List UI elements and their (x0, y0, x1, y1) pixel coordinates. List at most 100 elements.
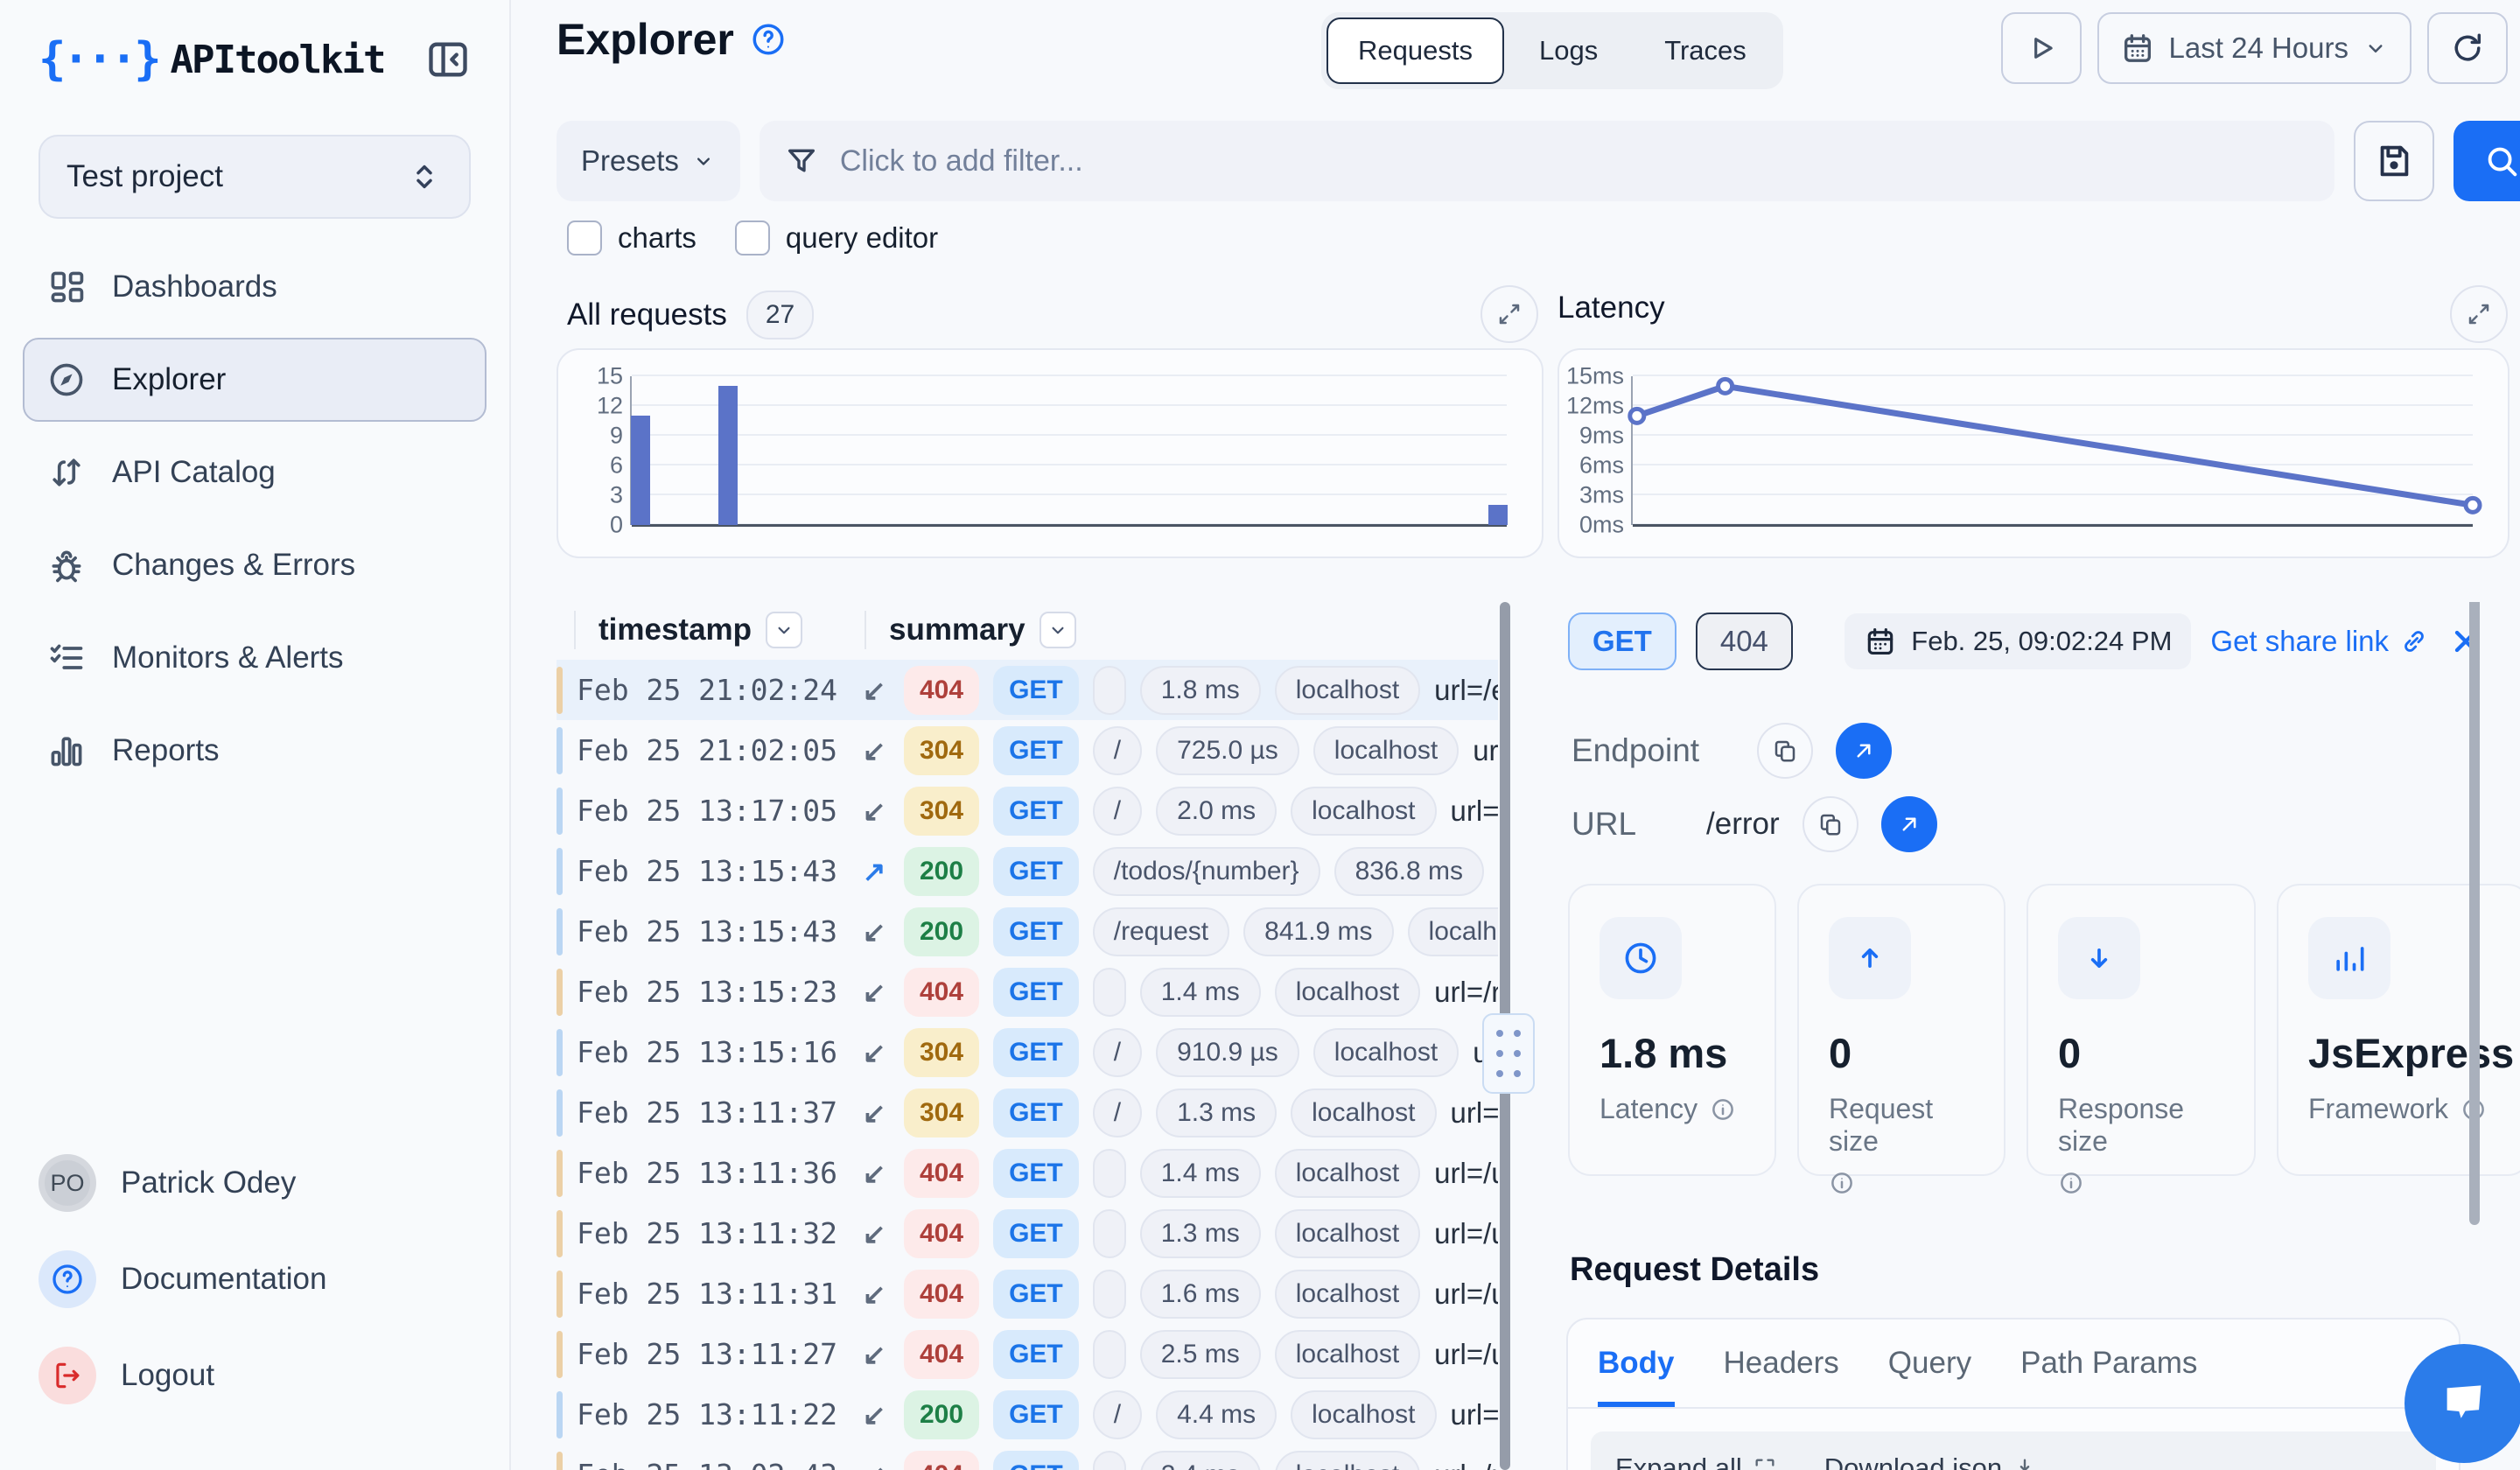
checkbox-query-editor[interactable]: query editor (734, 220, 938, 256)
open-endpoint-button[interactable] (1836, 723, 1892, 779)
detail-tab-headers[interactable]: Headers (1723, 1346, 1839, 1380)
row-accent (556, 1209, 563, 1257)
chevron-up-down-icon (406, 158, 443, 195)
endpoint-row: Endpoint (1572, 723, 1892, 779)
method-badge: GET (993, 1390, 1079, 1439)
collapse-sidebar-icon[interactable] (425, 37, 471, 82)
detail-panel-scrollbar[interactable] (2469, 602, 2480, 1225)
gridline (1633, 434, 2473, 436)
table-row[interactable]: Feb 25 13:15:23 ↙ 404 GET 1.4 ms localhost… (556, 962, 1498, 1022)
table-row[interactable]: Feb 25 13:11:31 ↙ 404 GET 1.6 ms localhost… (556, 1264, 1498, 1324)
table-row[interactable]: Feb 25 13:11:32 ↙ 404 GET 1.3 ms localhost… (556, 1203, 1498, 1264)
latency-expand-icon[interactable] (2450, 285, 2508, 343)
run-query-button[interactable] (2000, 12, 2082, 84)
get-share-link[interactable]: Get share link (2210, 625, 2429, 658)
host-pill: localhost (1291, 1088, 1437, 1138)
bar (631, 416, 650, 525)
detail-tab-body[interactable]: Body (1598, 1346, 1675, 1407)
logout-icon (51, 1359, 84, 1392)
request-details-title: Request Details (1570, 1251, 1820, 1288)
table-row[interactable]: Feb 25 13:15:43 ↙ 200 GET/request 841.9 m… (556, 901, 1498, 962)
gridline (1633, 464, 2473, 466)
row-accent (556, 666, 563, 714)
detail-tab-query[interactable]: Query (1887, 1346, 1972, 1380)
open-url-button[interactable] (1880, 796, 1937, 852)
api-catalog-swap-icon (47, 453, 86, 492)
action-download-json[interactable]: Download json (1824, 1452, 2037, 1470)
incoming-arrow-icon: ↙ (862, 734, 886, 766)
table-row[interactable]: Feb 25 13:11:37 ↙ 304 GET / 1.3 ms localhos… (556, 1082, 1498, 1143)
copy-endpoint-button[interactable] (1757, 723, 1813, 779)
endpoint-pill (1092, 1269, 1126, 1319)
sidebar-item-changes-errors[interactable]: Changes & Errors (23, 523, 486, 607)
status-badge: 304 (904, 725, 980, 775)
checkbox-box[interactable] (567, 220, 602, 256)
tab-requests[interactable]: Requests (1326, 18, 1504, 84)
row-timestamp: Feb 25 13:17:05 (577, 794, 838, 828)
sidebar-item-patrick-odey[interactable]: PO Patrick Odey (23, 1141, 486, 1225)
gridline (632, 434, 1507, 436)
timestamp-column-menu[interactable] (766, 612, 803, 648)
table-row[interactable]: Feb 25 13:15:43 ↗ 200 GET/todos/{number}… (556, 841, 1498, 901)
panel-resize-handle[interactable] (1482, 1013, 1535, 1094)
sidebar-item-documentation[interactable]: Documentation (23, 1237, 486, 1321)
latency-pill: 2.5 ms (1139, 1329, 1261, 1379)
page-title-text: Explorer (556, 15, 734, 64)
table-row[interactable]: Feb 25 13:15:16 ↙ 304 GET / 910.9 µs localh… (556, 1022, 1498, 1082)
checkbox-box[interactable] (734, 220, 770, 256)
sidebar-item-monitors-alerts[interactable]: Monitors & Alerts (23, 616, 486, 700)
status-badge: 404 (904, 1148, 980, 1198)
sidebar-item-logout[interactable]: Logout (23, 1334, 486, 1418)
table-row[interactable]: Feb 25 21:02:05 ↙ 304 GET / 725.0 µs localh… (556, 720, 1498, 780)
presets-dropdown[interactable]: Presets (556, 121, 740, 201)
sidebar-item-explorer[interactable]: Explorer (23, 338, 486, 422)
project-select[interactable]: Test project (38, 135, 471, 219)
sidebar-item-label: Explorer (112, 362, 227, 396)
table-row[interactable]: Feb 25 13:02:43 ↙ 404 GET 2.4 ms localhost… (556, 1445, 1498, 1470)
host-pill: localho (1407, 906, 1498, 956)
timestamp-column-label: timestamp (598, 612, 752, 647)
requests-expand-icon[interactable] (1480, 285, 1538, 343)
sidebar-item-api-catalog[interactable]: API Catalog (23, 430, 486, 514)
table-row[interactable]: Feb 25 21:02:24 ↙ 404 GET 1.8 ms localhost… (556, 660, 1498, 720)
column-header-summary[interactable]: summary (864, 611, 1076, 649)
sidebar-item-reports[interactable]: Reports (23, 709, 486, 793)
requests-chart-title: All requests 27 (567, 290, 815, 340)
row-accent (556, 787, 563, 835)
row-timestamp: Feb 25 21:02:24 (577, 673, 838, 707)
logout-badge (38, 1347, 96, 1404)
tab-traces[interactable]: Traces (1664, 35, 1746, 66)
column-header-timestamp[interactable]: timestamp (574, 611, 864, 649)
detail-tab-path-params[interactable]: Path Params (2020, 1346, 2198, 1380)
action-expand-all[interactable]: Expand all (1615, 1452, 1777, 1470)
refresh-button[interactable] (2427, 12, 2508, 84)
sidebar-item-dashboards[interactable]: Dashboards (23, 245, 486, 329)
help-badge-icon[interactable] (750, 21, 787, 58)
detail-timestamp: Feb. 25, 09:02:24 PM (1844, 613, 2192, 669)
incoming-arrow-icon: ↙ (862, 674, 886, 706)
table-row[interactable]: Feb 25 13:17:05 ↙ 304 GET / 2.0 ms localhos… (556, 780, 1498, 841)
table-row[interactable]: Feb 25 13:11:36 ↙ 404 GET 1.4 ms localhost… (556, 1143, 1498, 1203)
host-pill: localhost (1274, 1208, 1421, 1258)
url-attribute: url=/ (1450, 1397, 1498, 1431)
row-timestamp: Feb 25 13:11:32 (577, 1216, 838, 1250)
row-timestamp: Feb 25 21:02:05 (577, 733, 838, 767)
filter-bar: Presets (556, 121, 2520, 201)
logo-text: APItoolkit (170, 37, 387, 82)
time-range-button[interactable]: Last 24 Hours (2096, 12, 2412, 84)
copy-url-button[interactable] (1802, 796, 1858, 852)
search-button[interactable] (2453, 121, 2520, 201)
filter-input-box[interactable] (759, 121, 2334, 201)
save-filter-button[interactable] (2353, 121, 2434, 201)
table-row[interactable]: Feb 25 13:11:27 ↙ 404 GET 2.5 ms localhost… (556, 1324, 1498, 1384)
url-attribute: url=/er (1434, 673, 1498, 706)
filter-input[interactable] (837, 143, 2310, 179)
logo-braces-icon: {···} (38, 33, 162, 86)
summary-column-menu[interactable] (1039, 612, 1076, 648)
table-row[interactable]: Feb 25 13:11:22 ↙ 200 GET / 4.4 ms localhos… (556, 1384, 1498, 1445)
tab-logs[interactable]: Logs (1538, 35, 1599, 66)
checkbox-charts[interactable]: charts (567, 220, 696, 256)
endpoint-pill: /todos/{number} (1092, 846, 1320, 896)
chat-launcher[interactable] (2404, 1344, 2520, 1463)
time-range-label: Last 24 Hours (2168, 32, 2348, 64)
